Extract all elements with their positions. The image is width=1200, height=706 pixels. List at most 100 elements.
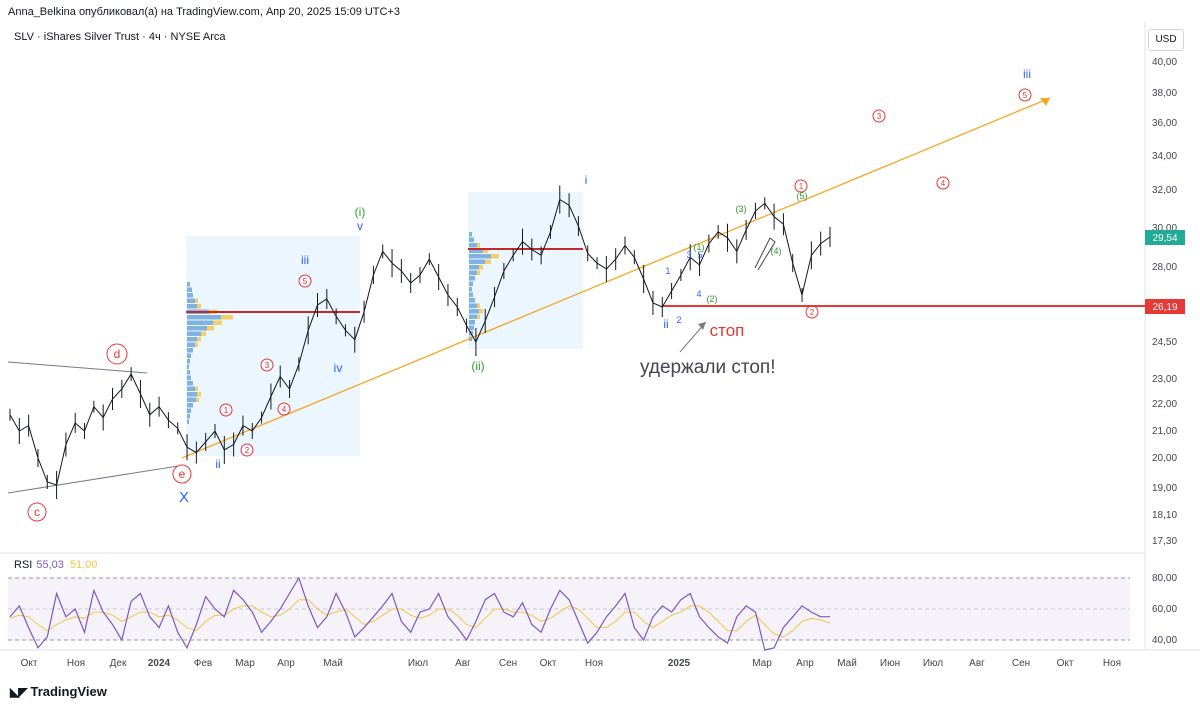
wedge-lower-line[interactable] — [7, 465, 179, 494]
time-tick-label: Сен — [499, 658, 517, 669]
wave-circle-label[interactable]: 3 — [877, 112, 882, 121]
volume-profile-bar — [187, 298, 195, 303]
volume-profile-bar — [187, 331, 201, 336]
wave-label[interactable]: (i) — [355, 205, 366, 219]
volume-profile-bar — [187, 359, 190, 364]
wave-label[interactable]: (ii) — [471, 359, 484, 373]
volume-profile-box-1[interactable] — [186, 236, 360, 456]
comment-text[interactable]: удержали стоп! — [640, 357, 775, 378]
brand-name: TradingView — [30, 684, 107, 699]
rsi-line[interactable] — [9, 576, 831, 651]
volume-profile-bar — [469, 276, 475, 281]
wave-label[interactable]: ii — [215, 457, 220, 471]
wave-label[interactable]: X — [179, 489, 189, 506]
wave-label[interactable]: (2) — [707, 294, 718, 304]
price-tick-label: 38,00 — [1152, 88, 1177, 99]
wave-circle-label[interactable]: 5 — [303, 277, 308, 286]
volume-profile-bar — [187, 403, 193, 408]
wave-circle — [794, 179, 808, 193]
wave-label[interactable]: (1) — [694, 242, 705, 252]
wave-circle-label[interactable]: 4 — [282, 405, 287, 414]
volume-profile-bar — [477, 243, 480, 248]
volume-profile-bar — [187, 392, 197, 397]
trend-line[interactable] — [181, 97, 1051, 459]
wave-label[interactable]: i — [585, 173, 588, 187]
volume-profile-bar — [187, 293, 193, 298]
wedge-upper-line[interactable] — [7, 361, 148, 374]
last-price-text: 29,54 — [1152, 233, 1177, 244]
subwave-label[interactable]: 5 — [697, 250, 702, 260]
volume-profile-box-2[interactable] — [468, 192, 583, 349]
time-tick-label: Май — [323, 658, 343, 669]
wave-label[interactable]: (5) — [797, 191, 808, 201]
volume-profile-bar — [187, 353, 191, 358]
time-tick-label: Окт — [1057, 658, 1074, 669]
currency-button[interactable]: USD — [1148, 29, 1184, 51]
wave-circle-label[interactable]: 4 — [941, 179, 946, 188]
price-line[interactable] — [9, 198, 831, 486]
wave-circle-label[interactable]: 1 — [799, 182, 804, 191]
volume-profile-bar — [187, 397, 196, 402]
subwave-label[interactable]: 1 — [665, 266, 670, 276]
price-tick-label: 24,50 — [1152, 337, 1177, 348]
triangle-pattern[interactable] — [754, 237, 776, 271]
price-series[interactable] — [9, 185, 831, 500]
volume-profile-bar — [469, 292, 473, 297]
wave-label[interactable]: (3) — [736, 204, 747, 214]
price-tick-label: 30,00 — [1152, 223, 1177, 234]
volume-profile-bar — [483, 248, 488, 253]
volume-profile-bar — [195, 342, 198, 347]
wave-circle-label[interactable]: 5 — [1023, 91, 1028, 100]
price-tick-label: 23,00 — [1152, 374, 1177, 385]
wave-circle-label[interactable]: 1 — [224, 406, 229, 415]
wave-label[interactable]: ii — [663, 317, 668, 331]
volume-profile-bar — [469, 320, 475, 325]
stop-label[interactable]: стоп — [710, 321, 745, 340]
volume-profile-bar — [187, 287, 192, 292]
subwave-label[interactable]: 3 — [686, 250, 691, 260]
time-tick-label: Окт — [540, 658, 557, 669]
volume-profile-bar — [469, 265, 479, 270]
wave-label[interactable]: iv — [334, 361, 343, 375]
wave-circle-label[interactable]: e — [179, 467, 186, 481]
rsi-value: 55,03 — [36, 559, 64, 571]
wave-circle-label[interactable]: c — [34, 505, 40, 519]
subwave-label[interactable]: 2 — [676, 315, 681, 325]
price-tick-label: 20,00 — [1152, 453, 1177, 464]
volume-profile-bar — [469, 287, 472, 292]
subwave-label[interactable]: 4 — [696, 289, 701, 299]
price-tick-label: 36,00 — [1152, 118, 1177, 129]
rsi-ma-line[interactable] — [9, 599, 831, 638]
wave-label[interactable]: (4) — [771, 246, 782, 256]
wave-label[interactable]: iii — [301, 253, 309, 267]
volume-profile-bar — [195, 386, 198, 391]
volume-profile-bar — [221, 315, 233, 320]
time-axis: Окт Ноя Дек 2024 Фев Мар Апр Май Июл Авг Сен Окт Ноя… — [21, 658, 1122, 669]
price-tick-label: 28,00 — [1152, 262, 1177, 273]
wave-circle-label[interactable]: 2 — [245, 446, 250, 455]
brand[interactable]: ◣◤ TradingView — [10, 684, 107, 699]
time-tick-label: Фев — [194, 658, 212, 669]
volume-profile-bar — [187, 304, 197, 309]
volume-profile-bar — [469, 259, 485, 264]
wave-label[interactable]: iii — [1023, 67, 1031, 81]
wave-label[interactable]: v — [357, 219, 363, 233]
wave-circle-label[interactable]: 2 — [810, 308, 815, 317]
volume-profile-bar — [187, 348, 193, 353]
price-tick-label: 18,10 — [1152, 510, 1177, 521]
time-tick-label: Ноя — [585, 658, 603, 669]
wave-circle — [277, 402, 291, 416]
rsi-legend: RSI 55,03 51,00 — [14, 559, 97, 571]
volume-profile-bar — [187, 282, 190, 287]
volume-profile-bar — [469, 314, 477, 319]
volume-profile-bar — [469, 243, 477, 248]
wave-circle-label[interactable]: 3 — [265, 361, 270, 370]
wave-circle — [805, 305, 819, 319]
volume-profile-bar — [187, 342, 195, 347]
volume-profile-bar — [469, 309, 479, 314]
time-tick-label: Ноя — [67, 658, 85, 669]
wave-circle-label[interactable]: d — [114, 347, 121, 361]
stop-price-tag — [1145, 299, 1185, 314]
